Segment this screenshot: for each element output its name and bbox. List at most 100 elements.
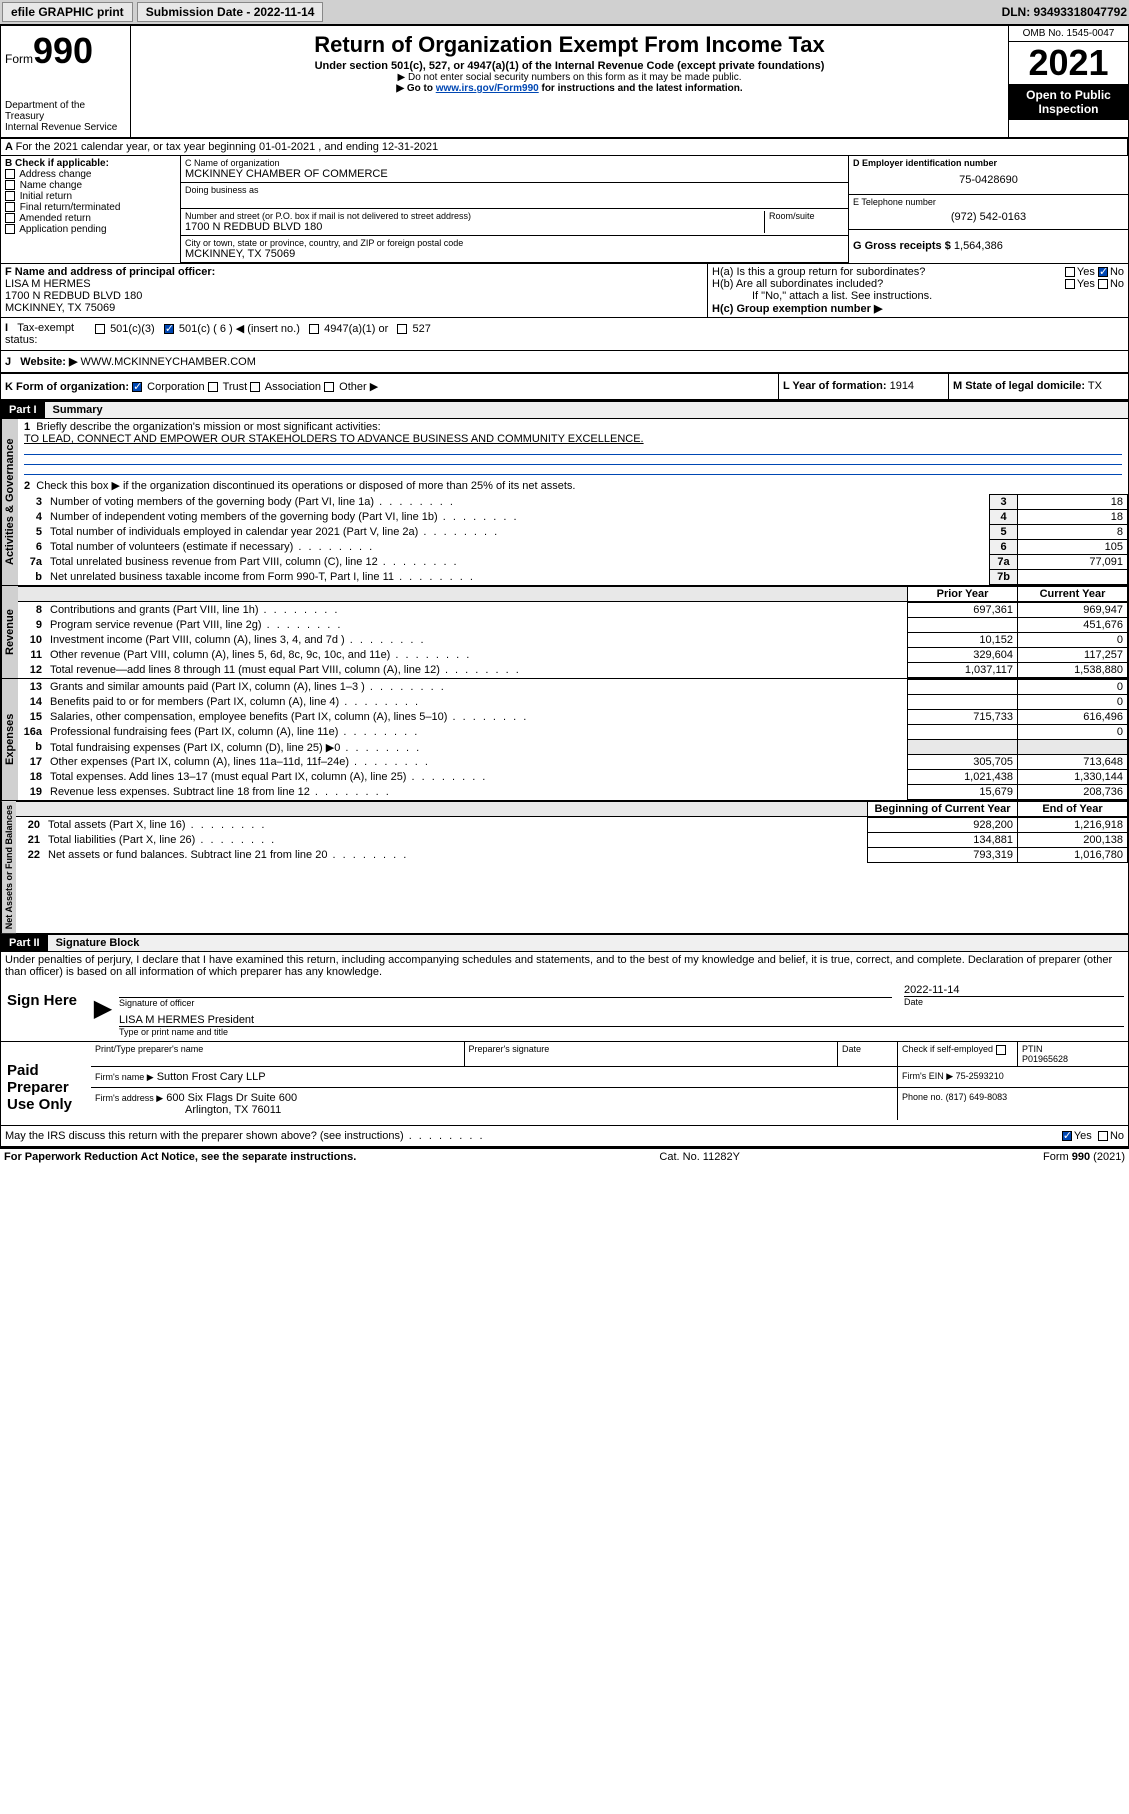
gross-receipts-label: G Gross receipts $: [853, 240, 951, 252]
irs-label: Internal Revenue Service: [5, 122, 126, 133]
hb-label: H(b) Are all subordinates included? Yes …: [712, 278, 1124, 290]
ptin-label: PTIN: [1022, 1044, 1124, 1054]
check-final-return-terminated[interactable]: [5, 202, 15, 212]
ssn-note: ▶ Do not enter social security numbers o…: [139, 72, 1000, 83]
q2-text: Check this box ▶ if the organization dis…: [36, 480, 575, 492]
preparer-sig-label: Preparer's signature: [465, 1042, 839, 1066]
city-label: City or town, state or province, country…: [185, 238, 844, 248]
line-a: A For the 2021 calendar year, or tax yea…: [1, 139, 1128, 156]
assoc-checkbox[interactable]: [250, 382, 260, 392]
discuss-no-checkbox[interactable]: [1098, 1131, 1108, 1141]
room-label: Room/suite: [764, 211, 844, 233]
part2-header: Part IISignature Block: [1, 933, 1128, 952]
mission-label: Briefly describe the organization's miss…: [36, 421, 380, 433]
hb-note: If "No," attach a list. See instructions…: [712, 290, 1124, 302]
checkbox-header: B Check if applicable:: [5, 158, 176, 169]
sign-arrow-icon: ▶: [91, 980, 115, 1041]
expenses-tab: Expenses: [1, 679, 18, 800]
section-b-through-g: B Check if applicable: Address change Na…: [1, 156, 1128, 263]
dba-label: Doing business as: [185, 185, 844, 195]
org-name: MCKINNEY CHAMBER OF COMMERCE: [185, 168, 844, 180]
submission-date-button[interactable]: Submission Date - 2022-11-14: [137, 2, 324, 22]
check-initial-return[interactable]: [5, 191, 15, 201]
hb-no-checkbox[interactable]: [1098, 279, 1108, 289]
check-address-change[interactable]: [5, 169, 15, 179]
4947-checkbox[interactable]: [309, 324, 319, 334]
form-990: Form990 Department of the Treasury Inter…: [0, 25, 1129, 1149]
check-amended-return[interactable]: [5, 213, 15, 223]
phone-label: E Telephone number: [853, 197, 1124, 207]
form-title: Return of Organization Exempt From Incom…: [139, 32, 1000, 58]
ha-no-checkbox[interactable]: [1098, 267, 1108, 277]
open-public-badge: Open to Public Inspection: [1009, 84, 1128, 120]
form-footer: Form 990 (2021): [1043, 1151, 1125, 1163]
phone-value: (972) 542-0163: [853, 207, 1124, 227]
part1-header: Part ISummary: [1, 401, 1128, 419]
domicile-label: M State of legal domicile:: [953, 380, 1085, 392]
paid-preparer-label: Paid Preparer Use Only: [1, 1042, 91, 1125]
topbar: efile GRAPHIC print Submission Date - 20…: [0, 0, 1129, 25]
ha-yes-checkbox[interactable]: [1065, 267, 1075, 277]
officer-addr2: MCKINNEY, TX 75069: [5, 302, 703, 314]
form-org-label: K Form of organization:: [5, 381, 129, 393]
end-year-header: End of Year: [1018, 802, 1128, 817]
501c3-checkbox[interactable]: [95, 324, 105, 334]
firm-name: Sutton Frost Cary LLP: [157, 1071, 266, 1083]
firm-phone: (817) 649-8083: [946, 1092, 1008, 1102]
firm-ein-label: Firm's EIN ▶: [902, 1071, 953, 1081]
dln-label: DLN: 93493318047792: [1002, 5, 1127, 19]
officer-name: LISA M HERMES: [5, 278, 703, 290]
tax-year: 2021: [1009, 42, 1128, 84]
ein-label: D Employer identification number: [853, 158, 1124, 168]
sig-date: 2022-11-14: [904, 984, 1124, 996]
omb-number: OMB No. 1545-0047: [1009, 26, 1128, 42]
discuss-yes-checkbox[interactable]: [1062, 1131, 1072, 1141]
officer-addr1: 1700 N REDBUD BLVD 180: [5, 290, 703, 302]
sig-officer-label: Signature of officer: [119, 998, 892, 1008]
ha-label: H(a) Is this a group return for subordin…: [712, 266, 1124, 278]
gross-receipts-value: 1,564,386: [954, 240, 1003, 252]
irs-form990-link[interactable]: www.irs.gov/Form990: [436, 83, 539, 94]
corp-checkbox[interactable]: [132, 382, 142, 392]
website-row: J Website: ▶ WWW.MCKINNEYCHAMBER.COM: [1, 351, 1128, 374]
activities-governance-tab: Activities & Governance: [1, 419, 18, 585]
dept-label: Department of the Treasury: [5, 100, 126, 122]
pra-notice: For Paperwork Reduction Act Notice, see …: [4, 1151, 356, 1163]
form-subtitle: Under section 501(c), 527, or 4947(a)(1)…: [139, 60, 1000, 72]
firm-city: Arlington, TX 76011: [95, 1104, 281, 1116]
date-label: Date: [904, 997, 1124, 1007]
cat-number: Cat. No. 11282Y: [659, 1151, 740, 1163]
firm-phone-label: Phone no.: [902, 1092, 943, 1102]
firm-ein: 75-2593210: [956, 1071, 1004, 1081]
ptin-value: P01965628: [1022, 1054, 1124, 1064]
year-formation-label: L Year of formation:: [783, 380, 887, 392]
mission-text: TO LEAD, CONNECT AND EMPOWER OUR STAKEHO…: [24, 433, 644, 445]
street-address: 1700 N REDBUD BLVD 180: [185, 221, 764, 233]
prep-date-label: Date: [838, 1042, 898, 1066]
org-name-label: C Name of organization: [185, 158, 844, 168]
527-checkbox[interactable]: [397, 324, 407, 334]
form-number: Form990: [5, 30, 126, 72]
efile-print-button[interactable]: efile GRAPHIC print: [2, 2, 133, 22]
officer-name-title: LISA M HERMES President: [119, 1014, 1124, 1026]
current-year-header: Current Year: [1018, 587, 1128, 602]
prior-year-header: Prior Year: [908, 587, 1018, 602]
addr-label: Number and street (or P.O. box if mail i…: [185, 211, 764, 221]
form-header: Form990 Department of the Treasury Inter…: [1, 26, 1128, 139]
perjury-declaration: Under penalties of perjury, I declare th…: [1, 952, 1128, 980]
self-employed-checkbox[interactable]: [996, 1045, 1006, 1055]
firm-addr: 600 Six Flags Dr Suite 600: [166, 1092, 297, 1104]
preparer-name-label: Print/Type preparer's name: [91, 1042, 465, 1066]
check-name-change[interactable]: [5, 180, 15, 190]
city-state-zip: MCKINNEY, TX 75069: [185, 248, 844, 260]
net-assets-tab: Net Assets or Fund Balances: [1, 801, 16, 933]
page-footer: For Paperwork Reduction Act Notice, see …: [0, 1149, 1129, 1165]
501c-checkbox[interactable]: [164, 324, 174, 334]
goto-note: ▶ Go to www.irs.gov/Form990 for instruct…: [139, 83, 1000, 94]
trust-checkbox[interactable]: [208, 382, 218, 392]
officer-label: F Name and address of principal officer:: [5, 266, 703, 278]
check-application-pending[interactable]: [5, 224, 15, 234]
other-checkbox[interactable]: [324, 382, 334, 392]
discuss-row: May the IRS discuss this return with the…: [1, 1126, 1128, 1148]
hb-yes-checkbox[interactable]: [1065, 279, 1075, 289]
